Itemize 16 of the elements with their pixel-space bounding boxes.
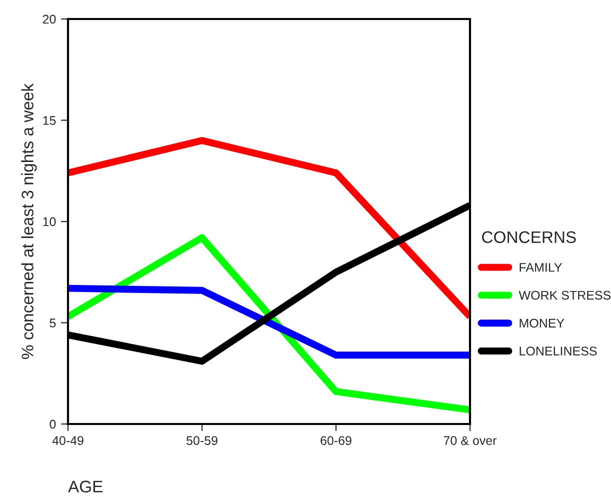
y-tick-label: 10 — [43, 217, 56, 226]
legend-label: WORK STRESS — [518, 290, 611, 300]
y-tick-label: 20 — [42, 14, 56, 24]
y-tick-label: 15 — [43, 116, 56, 125]
x-tick-label: 60-69 — [320, 436, 352, 445]
y-tick-label: 5 — [50, 318, 56, 328]
legend-label: MONEY — [520, 318, 564, 328]
y-axis-title: % concerned at least 3 nights a week — [21, 83, 37, 359]
x-tick-label: 50-59 — [186, 436, 218, 445]
legend-title: CONCERNS — [482, 231, 576, 244]
x-tick-label: 70 & over — [444, 436, 497, 445]
legend-label: LONELINESS — [520, 346, 597, 356]
y-tick-label: 0 — [50, 420, 56, 429]
x-tick-label: 40-49 — [52, 436, 84, 445]
x-axis-title: AGE — [68, 480, 102, 492]
legend-label: FAMILY — [520, 263, 562, 272]
